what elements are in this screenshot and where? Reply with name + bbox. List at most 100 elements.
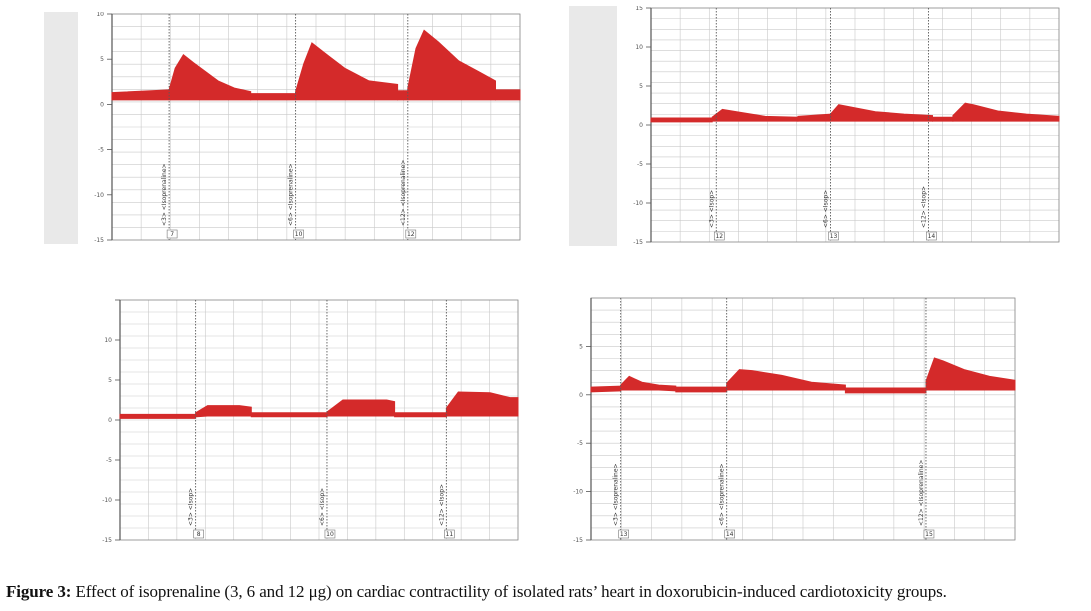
y-tick-label: 0 [100, 101, 104, 108]
trace-chart-d: 5 0 -5 -10 -15 <3> <Isoprenaline>13 <6> <Isopr… [573, 297, 1016, 544]
event-marker-label: <12> <Isop> [920, 186, 927, 228]
axis-gutter [44, 12, 78, 244]
event-marker-box [618, 529, 629, 539]
event-marker-index: 14 [726, 531, 734, 538]
event-marker-label: <6> <Isoprenaline> [719, 463, 726, 526]
trace-segment [195, 405, 252, 418]
y-tick-label: 5 [579, 343, 583, 350]
trace-segment [250, 412, 328, 418]
trace-chart-a: 10 5 0 -5 -10 -15 <3> <Isoprenaline>7 <6> <Isop… [44, 12, 521, 244]
event-marker-label: <12> <Isoprenaline> [400, 160, 407, 226]
y-tick-label: 5 [639, 83, 643, 90]
y-tick-label: -5 [637, 161, 643, 168]
y-tick-label: 0 [639, 122, 643, 129]
event-marker-label: <6> <Isop> [823, 190, 830, 228]
y-tick-label: 10 [104, 337, 112, 344]
trace-segment [952, 102, 1060, 122]
y-tick-label: -15 [573, 537, 583, 544]
event-marker-index: 8 [197, 531, 201, 538]
trace-segment [650, 117, 713, 123]
y-tick-label: -10 [102, 497, 112, 504]
event-marker-index: 14 [928, 233, 936, 240]
event-marker-label: <3> <Isop> [708, 190, 715, 228]
y-tick-label: 0 [579, 392, 583, 399]
trace-panel-d: 5 0 -5 -10 -15 <3> <Isoprenaline> 13 <6> <Isopr… [563, 296, 1024, 544]
trace-panel-c: 10 5 0 -5 -10 -15 <3> <Isop> 8 <6> <Isop> 10 <12> … [52, 298, 522, 544]
trace-segment [620, 375, 677, 392]
trace [590, 357, 1016, 394]
y-tick-label: -5 [98, 147, 104, 154]
event-marker-box [724, 529, 735, 539]
event-marker-label: <12> <Isoprenaline> [918, 460, 925, 526]
y-tick-label: -15 [633, 239, 643, 246]
event-marker-index: 13 [620, 531, 628, 538]
y-tick-label: -15 [94, 237, 104, 244]
trace-segment [119, 413, 197, 419]
event-marker-index: 12 [715, 233, 723, 240]
event-marker-box [713, 231, 725, 241]
trace-segment [495, 89, 521, 101]
event-marker-label: <6> <Isoprenaline> [288, 163, 295, 226]
y-tick-label: 5 [100, 56, 104, 63]
event-marker-box [405, 229, 417, 239]
trace-segment [168, 53, 252, 101]
figure-caption: Figure 3: Effect of isoprenaline (3, 6 a… [6, 582, 1091, 602]
event-marker-box [444, 529, 455, 539]
event-marker-index: 10 [295, 231, 303, 238]
trace-segment [407, 29, 496, 101]
event-marker-box [324, 529, 336, 539]
event-marker-box [828, 231, 839, 241]
trace-panel-a: 10 5 0 -5 -10 -15 <3> <Isoprenaline> 7 <6> <Isop… [44, 12, 522, 244]
event-marker-index: 7 [170, 231, 174, 238]
event-marker-label: <3> <Isoprenaline> [161, 163, 168, 226]
y-tick-label: 15 [635, 6, 643, 12]
y-tick-label: -10 [633, 200, 643, 207]
event-marker-label: <6> <Isop> [319, 488, 326, 526]
y-tick-label: -10 [573, 489, 583, 496]
trace-segment [590, 385, 622, 393]
trace [111, 29, 521, 101]
trace-segment [397, 90, 409, 101]
trace-segment [797, 113, 831, 122]
y-tick-label: -5 [106, 457, 112, 464]
trace-segment [932, 116, 954, 122]
figure-caption-text: Effect of isoprenaline (3, 6 and 12 μg) … [75, 582, 947, 601]
event-marker-index: 15 [925, 531, 933, 538]
trace-segment [925, 357, 1016, 391]
y-tick-label: 0 [108, 417, 112, 424]
trace-segment [394, 412, 447, 418]
event-marker-box [166, 229, 178, 239]
grid [590, 297, 1016, 541]
trace-segment [711, 108, 799, 122]
event-marker-index: 12 [407, 231, 415, 238]
y-tick-label: -5 [577, 440, 583, 447]
event-marker-label: <3> <Isop> [188, 488, 195, 526]
y-tick-label: 10 [96, 12, 104, 18]
trace-segment [250, 93, 297, 101]
y-tick-label: -15 [102, 537, 112, 544]
trace-segment [326, 399, 396, 417]
y-tick-label: -10 [94, 192, 104, 199]
event-marker-label: <3> <Isoprenaline> [613, 463, 620, 526]
trace-segment [111, 89, 170, 101]
event-marker-box [293, 229, 304, 239]
trace-segment [830, 104, 933, 122]
trace [650, 102, 1060, 123]
trace-segment [445, 391, 519, 417]
y-tick-label: 5 [108, 377, 112, 384]
trace-segment [844, 387, 927, 394]
event-marker-box [923, 529, 935, 539]
event-marker-index: 11 [446, 531, 454, 538]
trace [119, 391, 519, 419]
event-marker-index: 13 [830, 233, 838, 240]
event-marker-index: 10 [326, 531, 334, 538]
event-marker-box [926, 231, 937, 241]
trace-segment [726, 369, 846, 391]
y-tick-label: 10 [635, 44, 643, 51]
trace-segment [675, 386, 728, 393]
figure-caption-label: Figure 3: [6, 582, 72, 601]
trace-chart-b: 15 10 5 0 -5 -10 -15 <3> <Isop>12 <6> <Isop>13 <1… [569, 6, 1060, 246]
event-marker-box [193, 529, 204, 539]
axis-gutter [569, 6, 617, 246]
